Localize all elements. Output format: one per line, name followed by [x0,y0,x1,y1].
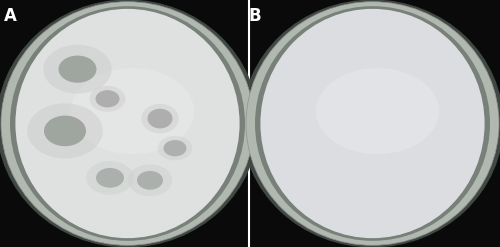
Ellipse shape [16,9,239,238]
Ellipse shape [90,86,126,112]
Ellipse shape [1,2,254,245]
Ellipse shape [246,2,499,245]
Ellipse shape [260,9,484,238]
Ellipse shape [27,103,103,159]
Ellipse shape [44,45,112,94]
Ellipse shape [316,68,439,154]
Ellipse shape [142,104,179,133]
Ellipse shape [44,116,86,146]
Ellipse shape [164,140,186,156]
Ellipse shape [242,0,500,247]
Ellipse shape [71,68,194,154]
Ellipse shape [255,6,490,241]
Ellipse shape [148,109,172,128]
Ellipse shape [86,161,134,195]
Ellipse shape [128,164,172,196]
Text: B: B [248,7,261,25]
Ellipse shape [58,56,96,83]
Ellipse shape [158,136,192,161]
Ellipse shape [10,6,245,241]
Ellipse shape [96,168,124,188]
Ellipse shape [137,171,163,190]
Ellipse shape [0,0,258,247]
Ellipse shape [96,90,120,107]
Text: A: A [4,7,16,25]
